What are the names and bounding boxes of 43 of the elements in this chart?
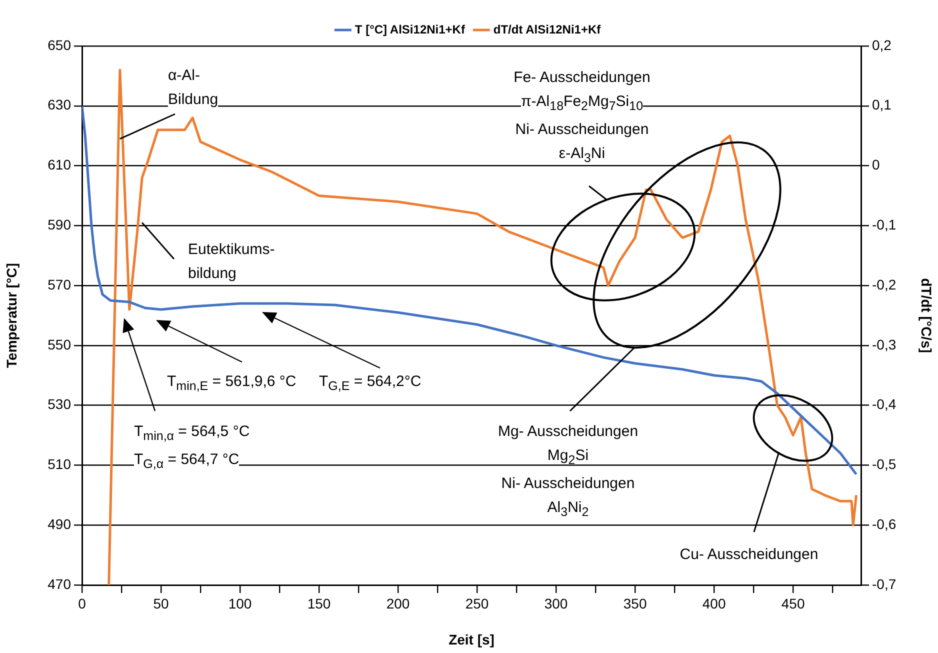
x-tick-label: 0 — [78, 595, 86, 612]
y2-tick-label: -0,2 — [872, 276, 896, 292]
y2-tick-label: -0,3 — [872, 336, 896, 352]
annotation: T$_{G,E}$ = 564,2°C — [319, 373, 422, 393]
y-tick-label: 550 — [48, 336, 72, 352]
text: Fe- Ausscheidungen π-Al$_{18}$Fe$_{2}$Mg$_{7}$Si$_{10}$ Ni- Ausscheidungen ε-Al$_{3}$Ni — [514, 69, 650, 165]
annotation: Eutektikums- bildung — [188, 241, 275, 282]
x-tick-label: 350 — [623, 595, 647, 612]
x-tick-label: 150 — [307, 595, 331, 612]
annotation: T$_{min,E}$ = 561,9,6 °C — [167, 373, 296, 393]
text: Mg- Ausscheidungen Mg$_{2}$Si Ni- Ausscheidungen Al$_{3}$Ni$_{2}$ — [498, 423, 638, 519]
x-tick-label: 250 — [465, 595, 489, 612]
y2-tick-label: 0,2 — [872, 36, 892, 53]
y-tick-label: 530 — [48, 396, 72, 412]
y-tick-label: 590 — [48, 216, 72, 233]
x-tick-label: 400 — [702, 595, 726, 612]
y2-tick-label: -0,1 — [872, 216, 896, 233]
y-tick-label: 630 — [48, 96, 72, 113]
legend-label: dT/dt AlSi12Ni1+Kf — [493, 22, 602, 36]
y2-axis-title: dT/dt [°C/s] — [918, 278, 935, 353]
y-tick-label: 610 — [48, 156, 72, 173]
annotation: α-Al- Bildung — [168, 67, 218, 108]
y-tick-label: 490 — [48, 516, 72, 532]
y2-tick-label: -0,7 — [872, 576, 896, 592]
y-tick-label: 650 — [48, 36, 72, 53]
x-tick-label: 300 — [544, 595, 568, 612]
y2-tick-label: -0,6 — [872, 516, 896, 532]
x-axis-title: Zeit [s] — [448, 631, 494, 648]
y2-tick-label: -0,5 — [872, 456, 896, 472]
y2-tick-label: 0 — [872, 156, 880, 173]
text: T$_{min,α}$ = 564,5 °C T$_{G,α}$ = 564,7 °C — [134, 423, 250, 471]
x-tick-label: 200 — [386, 595, 410, 612]
legend-label: T [°C] AlSi12Ni1+Kf — [354, 22, 466, 36]
y2-tick-label: -0,4 — [872, 396, 896, 412]
y-tick-label: 470 — [48, 576, 72, 592]
y-tick-label: 570 — [48, 276, 72, 292]
x-tick-label: 50 — [153, 595, 170, 612]
y-tick-label: 510 — [48, 456, 72, 472]
y-axis-title: Temperatur [°C] — [3, 263, 20, 368]
annotation: Cu- Ausscheidungen — [680, 546, 818, 563]
y2-tick-label: 0,1 — [872, 96, 892, 113]
x-tick-label: 450 — [781, 595, 805, 612]
x-tick-label: 100 — [228, 595, 252, 612]
